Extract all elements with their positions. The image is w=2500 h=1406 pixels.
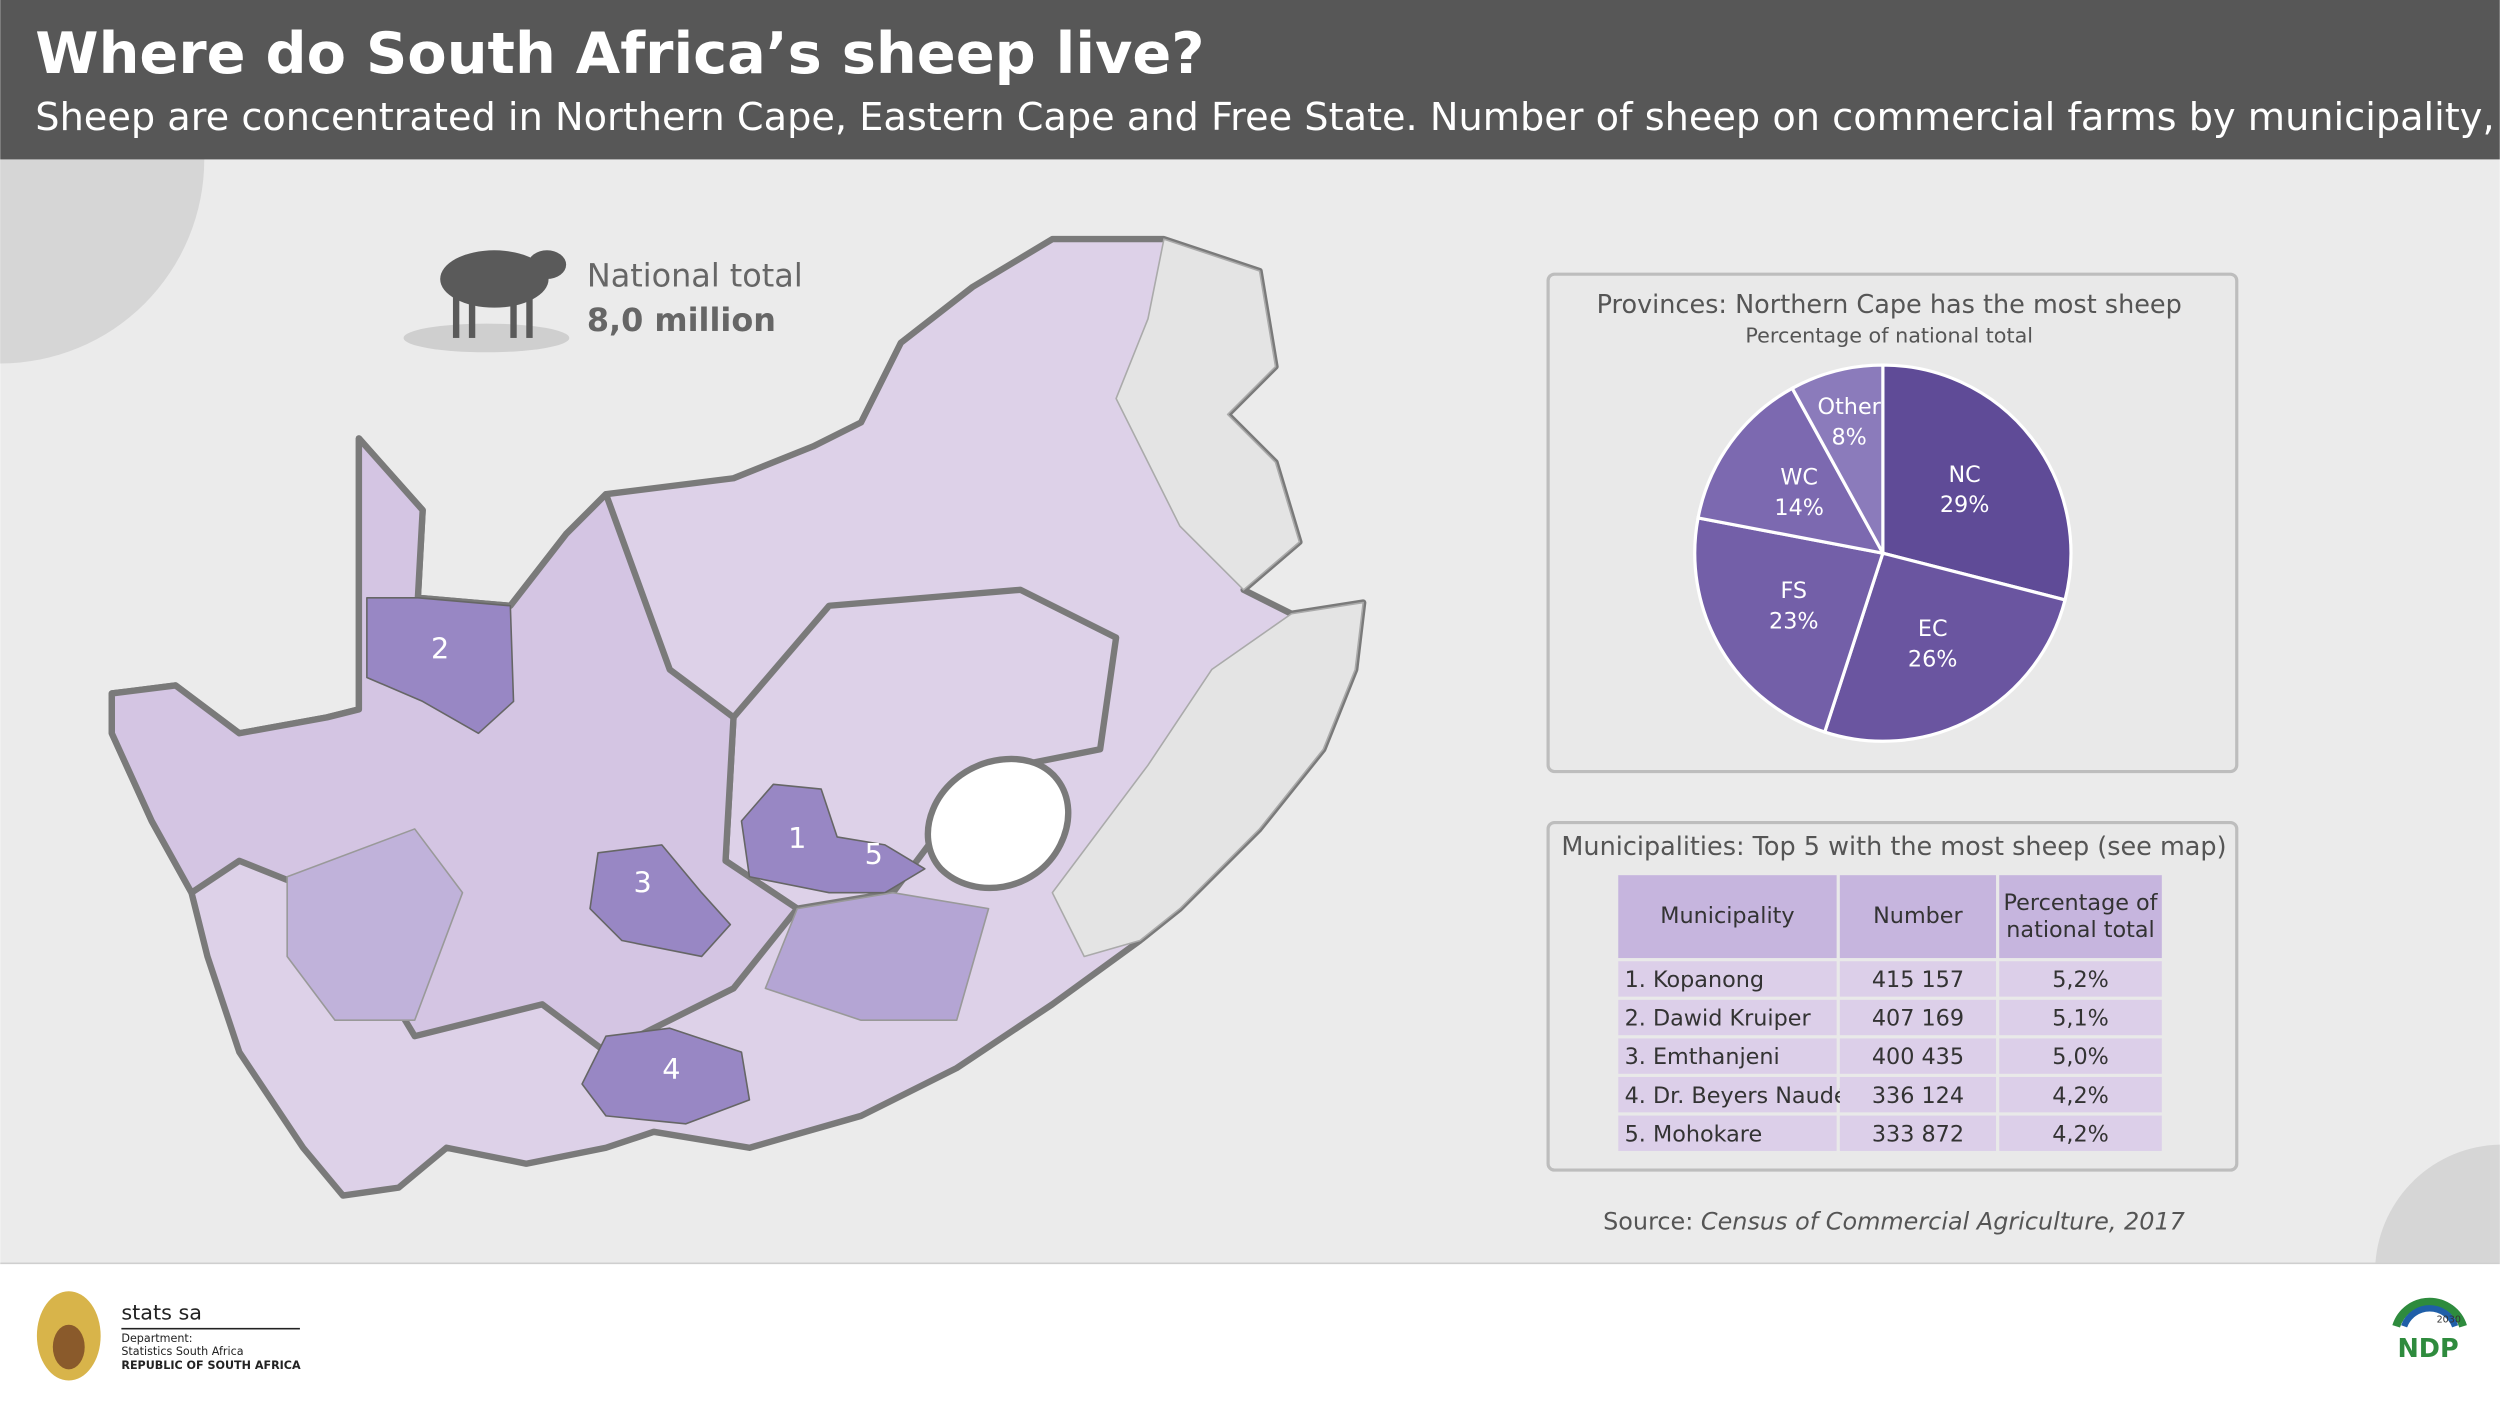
- region-high: [764, 891, 990, 1022]
- slice-value-label: 29%: [1940, 492, 1990, 518]
- map-label: 5: [865, 837, 883, 871]
- lesotho: [924, 755, 1072, 892]
- table-cell-text: 3. Emthanjeni: [1625, 1044, 1780, 1070]
- national-total-value: 8,0 million: [587, 301, 776, 339]
- table-header-cell: [1618, 875, 1837, 959]
- table-cell-text: 4,2%: [2052, 1121, 2109, 1147]
- table-cell: [1618, 999, 1837, 1036]
- slice-value-label: 26%: [1908, 646, 1958, 672]
- table-cell-text: 336 124: [1872, 1083, 1964, 1109]
- sheep-icon: [403, 250, 570, 353]
- table-cell: [1999, 1076, 2162, 1113]
- table-header-cell: [1839, 875, 1997, 959]
- table-cell-text: 415 157: [1872, 967, 1964, 993]
- slice-category: Other: [1818, 394, 1882, 420]
- region-low: [1115, 238, 1301, 591]
- table-cell-text: 5. Mohokare: [1625, 1121, 1763, 1147]
- table-cell: [1839, 1038, 1997, 1074]
- map-label: 2: [431, 631, 449, 665]
- header-bar: [0, 0, 2500, 160]
- table-cell-text: 333 872: [1872, 1121, 1964, 1147]
- national-total-label: National total: [587, 256, 803, 294]
- table-cell: [1839, 1115, 1997, 1151]
- table-cell-text: 400 435: [1872, 1044, 1964, 1070]
- municipality-1-5: [740, 783, 926, 894]
- slice-category: EC: [1918, 616, 1948, 642]
- table-cell: [1839, 1076, 1997, 1113]
- pie-subtitle: Percentage of national total: [1745, 323, 2033, 347]
- municipality-2: [366, 596, 515, 735]
- slice-category: FS: [1781, 578, 1808, 604]
- table-cell: [1839, 999, 1997, 1036]
- table-cell-text: 2. Dawid Kruiper: [1625, 1006, 1812, 1032]
- footer-rule: [0, 1262, 2500, 1265]
- slice-value-label: 23%: [1769, 608, 1819, 634]
- org-name: stats sa: [121, 1301, 202, 1325]
- table-cell: [1618, 1115, 1837, 1151]
- pie-slice: [1696, 386, 1886, 556]
- table-cell-text: 4,2%: [2052, 1083, 2109, 1109]
- source-title: Census of Commercial Agriculture, 2017: [1701, 1208, 2185, 1236]
- pie-title: Provinces: Northern Cape has the most sh…: [1597, 290, 2182, 320]
- table-cell: [1999, 1038, 2162, 1074]
- org-rule: [121, 1327, 300, 1330]
- dept-name: Statistics South Africa: [121, 1345, 243, 1358]
- table-header: Municipality: [1660, 903, 1794, 929]
- table-cell: [1999, 999, 2162, 1036]
- decor-circle: [2375, 1144, 2500, 1263]
- pie: NC 29% EC 26% FS 23% WC 14% Other 8%: [1693, 363, 2073, 743]
- slice-value-label: 14%: [1774, 495, 1824, 521]
- slice-value-label: 8%: [1831, 424, 1866, 450]
- table-header: Number: [1873, 903, 1963, 929]
- coat-of-arms: [36, 1291, 101, 1381]
- table-title: Municipalities: Top 5 with the most shee…: [1561, 832, 2226, 862]
- table-cell: [1618, 1076, 1837, 1113]
- ndp-label: NDP: [2397, 1334, 2458, 1364]
- pie-slice: [1790, 363, 1885, 554]
- pie-slice: [1881, 363, 2073, 602]
- table-cell: [1839, 961, 1997, 997]
- region-mid: [286, 828, 464, 1022]
- table-cell-text: 4. Dr. Beyers Naudé: [1625, 1083, 1848, 1109]
- table-cell: [1999, 1115, 2162, 1151]
- table-cell-text: 5,1%: [2052, 1006, 2109, 1032]
- slice-category: NC: [1948, 462, 1980, 488]
- source-prefix: Source:: [1603, 1208, 1693, 1236]
- ndp-year: 2030: [2437, 1314, 2461, 1325]
- municipality-3: [589, 844, 732, 958]
- map-label: 4: [662, 1052, 680, 1086]
- table-cell-text: 1. Kopanong: [1625, 967, 1764, 993]
- table-cell: [1618, 1038, 1837, 1074]
- decor-circle: [0, 159, 205, 364]
- pie-slice: [1822, 551, 2067, 743]
- map: [108, 235, 1367, 1199]
- table-cell-text: 5,2%: [2052, 967, 2109, 993]
- slice-category: WC: [1780, 464, 1818, 490]
- subtitle: Sheep are concentrated in Northern Cape,…: [35, 95, 2500, 140]
- table-cell: [1618, 961, 1837, 997]
- table-header: Percentage of national total: [2004, 890, 2159, 943]
- source: Source: Census of Commercial Agriculture…: [1603, 1208, 2185, 1236]
- ndp-logo: [2392, 1297, 2467, 1328]
- table-cell-text: 407 169: [1872, 1006, 1964, 1032]
- map-label: 3: [634, 866, 652, 900]
- country: REPUBLIC OF SOUTH AFRICA: [121, 1359, 301, 1372]
- table-header-cell: [1999, 875, 2162, 959]
- region-low: [1051, 601, 1364, 958]
- table-cell-text: 5,0%: [2052, 1044, 2109, 1070]
- table: Municipality Number Percentage of national …: [1618, 875, 2162, 1151]
- map-label: 1: [788, 821, 806, 855]
- title: Where do South Africa’s sheep live?: [35, 20, 1204, 87]
- table-cell: [1999, 961, 2162, 997]
- pie-slice: [1693, 516, 1885, 735]
- dept-label: Department:: [121, 1332, 192, 1345]
- municipality-4: [581, 1027, 751, 1125]
